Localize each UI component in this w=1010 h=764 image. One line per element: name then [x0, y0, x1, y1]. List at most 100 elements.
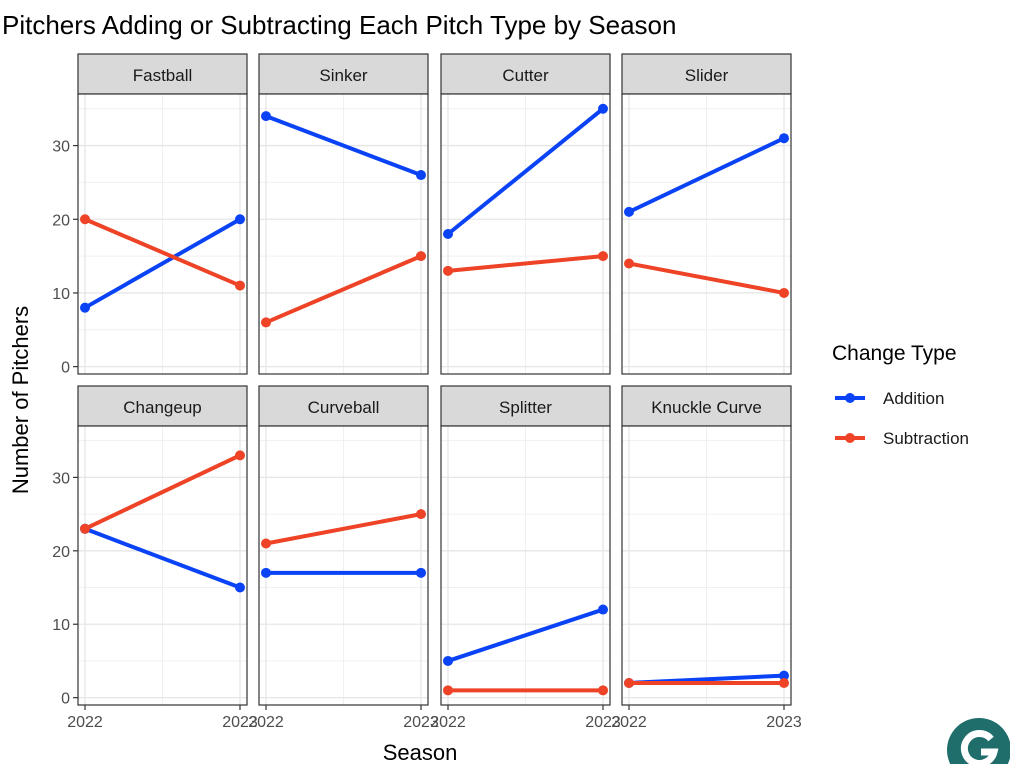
- facet-panel: Cutter: [440, 53, 611, 375]
- data-point-addition: [779, 670, 789, 681]
- data-point-addition: [598, 604, 608, 615]
- facet-strip-label: Sinker: [319, 66, 368, 85]
- panel-border: [621, 93, 792, 375]
- series-line-addition: [627, 136, 786, 214]
- panel-border: [258, 93, 429, 375]
- facet-strip: [258, 53, 429, 95]
- series-line-subtraction: [264, 254, 423, 325]
- x-tick-label: 2023: [585, 714, 621, 731]
- facet-strip: [621, 53, 792, 95]
- series-line-subtraction: [264, 512, 423, 546]
- panel-border: [77, 425, 248, 706]
- facet-strip-label: Cutter: [502, 66, 549, 85]
- facet-panel: Fastball: [77, 53, 248, 375]
- data-point-addition: [80, 302, 90, 313]
- data-point-addition: [443, 229, 453, 239]
- chart-title: Pitchers Adding or Subtracting Each Pitc…: [2, 10, 676, 40]
- y-tick-label: 0: [61, 691, 70, 708]
- facet-strip: [621, 385, 792, 427]
- y-axis-title: Number of Pitchers: [8, 306, 33, 494]
- data-point-subtraction: [598, 251, 608, 262]
- legend-key-point: [845, 393, 855, 403]
- y-tick-label: 20: [52, 544, 70, 561]
- series-line-addition: [446, 106, 605, 236]
- data-point-addition: [598, 103, 608, 114]
- x-tick-label: 2023: [766, 714, 802, 731]
- data-point-addition: [416, 170, 426, 181]
- x-tick-label: 2022: [430, 714, 466, 731]
- x-tick-label: 2023: [403, 714, 439, 731]
- facet-panel: Changeup: [77, 385, 248, 706]
- data-point-addition: [235, 582, 245, 593]
- data-point-addition: [261, 567, 271, 578]
- data-point-subtraction: [443, 685, 453, 696]
- data-point-subtraction: [443, 265, 453, 276]
- series-line-addition: [83, 217, 242, 310]
- data-point-addition: [624, 206, 634, 217]
- series-line-subtraction: [446, 254, 605, 273]
- data-point-addition: [779, 133, 789, 144]
- facet-panel: Splitter: [440, 385, 611, 706]
- legend: Change Type Addition Subtraction: [832, 342, 969, 448]
- y-tick-label: 20: [52, 212, 70, 229]
- legend-label: Addition: [883, 389, 944, 408]
- facet-strip-label: Splitter: [499, 398, 552, 417]
- facet-panel: Knuckle Curve: [621, 385, 792, 706]
- x-tick-label: 2022: [611, 714, 647, 731]
- facet-strip-label: Changeup: [123, 398, 201, 417]
- data-point-subtraction: [261, 317, 271, 328]
- data-point-subtraction: [235, 280, 245, 291]
- y-tick-label: 30: [52, 470, 70, 487]
- y-tick-label: 10: [52, 286, 70, 303]
- data-point-subtraction: [261, 538, 271, 549]
- series-line-addition: [446, 607, 605, 663]
- data-point-subtraction: [598, 685, 608, 696]
- data-point-addition: [261, 111, 271, 122]
- series-line-subtraction: [627, 261, 786, 295]
- facet-strip: [258, 385, 429, 427]
- facet-panel: Sinker: [258, 53, 429, 375]
- data-point-addition: [416, 567, 426, 578]
- facet-strip: [440, 53, 611, 95]
- y-axes: 0 10 20 30 0 10 20 30: [52, 139, 78, 708]
- data-point-addition: [443, 655, 453, 666]
- data-point-subtraction: [779, 287, 789, 298]
- y-tick-label: 10: [52, 617, 70, 634]
- panel-border: [258, 425, 429, 706]
- x-axis-title: Season: [383, 740, 458, 764]
- facet-strip-label: Knuckle Curve: [651, 398, 762, 417]
- series-line-subtraction: [83, 453, 242, 531]
- data-point-subtraction: [235, 450, 245, 461]
- x-tick-label: 2022: [67, 714, 103, 731]
- facet-panels: Fastball Sinker Cutter Slider Changeup Curveb…: [77, 53, 792, 706]
- facet-strip-label: Curveball: [308, 398, 380, 417]
- data-point-subtraction: [779, 677, 789, 688]
- x-tick-label: 2022: [248, 714, 284, 731]
- facet-strip-label: Fastball: [133, 66, 193, 85]
- facet-strip: [440, 385, 611, 427]
- panel-border: [621, 425, 792, 706]
- legend-item-subtraction: Subtraction: [835, 429, 969, 448]
- y-tick-label: 0: [61, 360, 70, 377]
- facet-panel: Slider: [621, 53, 792, 375]
- panel-border: [440, 425, 611, 706]
- panel-border: [440, 93, 611, 375]
- panel-border: [77, 93, 248, 375]
- facet-strip: [77, 385, 248, 427]
- g-logo-icon: [947, 718, 1010, 764]
- legend-label: Subtraction: [883, 429, 969, 448]
- x-tick-label: 2023: [222, 714, 258, 731]
- legend-title: Change Type: [832, 342, 957, 365]
- data-point-subtraction: [624, 677, 634, 688]
- facet-strip: [77, 53, 248, 95]
- data-point-subtraction: [80, 523, 90, 534]
- series-line-addition: [264, 114, 423, 178]
- data-point-subtraction: [416, 509, 426, 520]
- facet-panel: Curveball: [258, 385, 429, 706]
- data-point-subtraction: [624, 258, 634, 269]
- series-line-subtraction: [83, 217, 242, 288]
- data-point-subtraction: [416, 251, 426, 262]
- facet-strip-label: Slider: [685, 66, 729, 85]
- legend-item-addition: Addition: [835, 389, 944, 408]
